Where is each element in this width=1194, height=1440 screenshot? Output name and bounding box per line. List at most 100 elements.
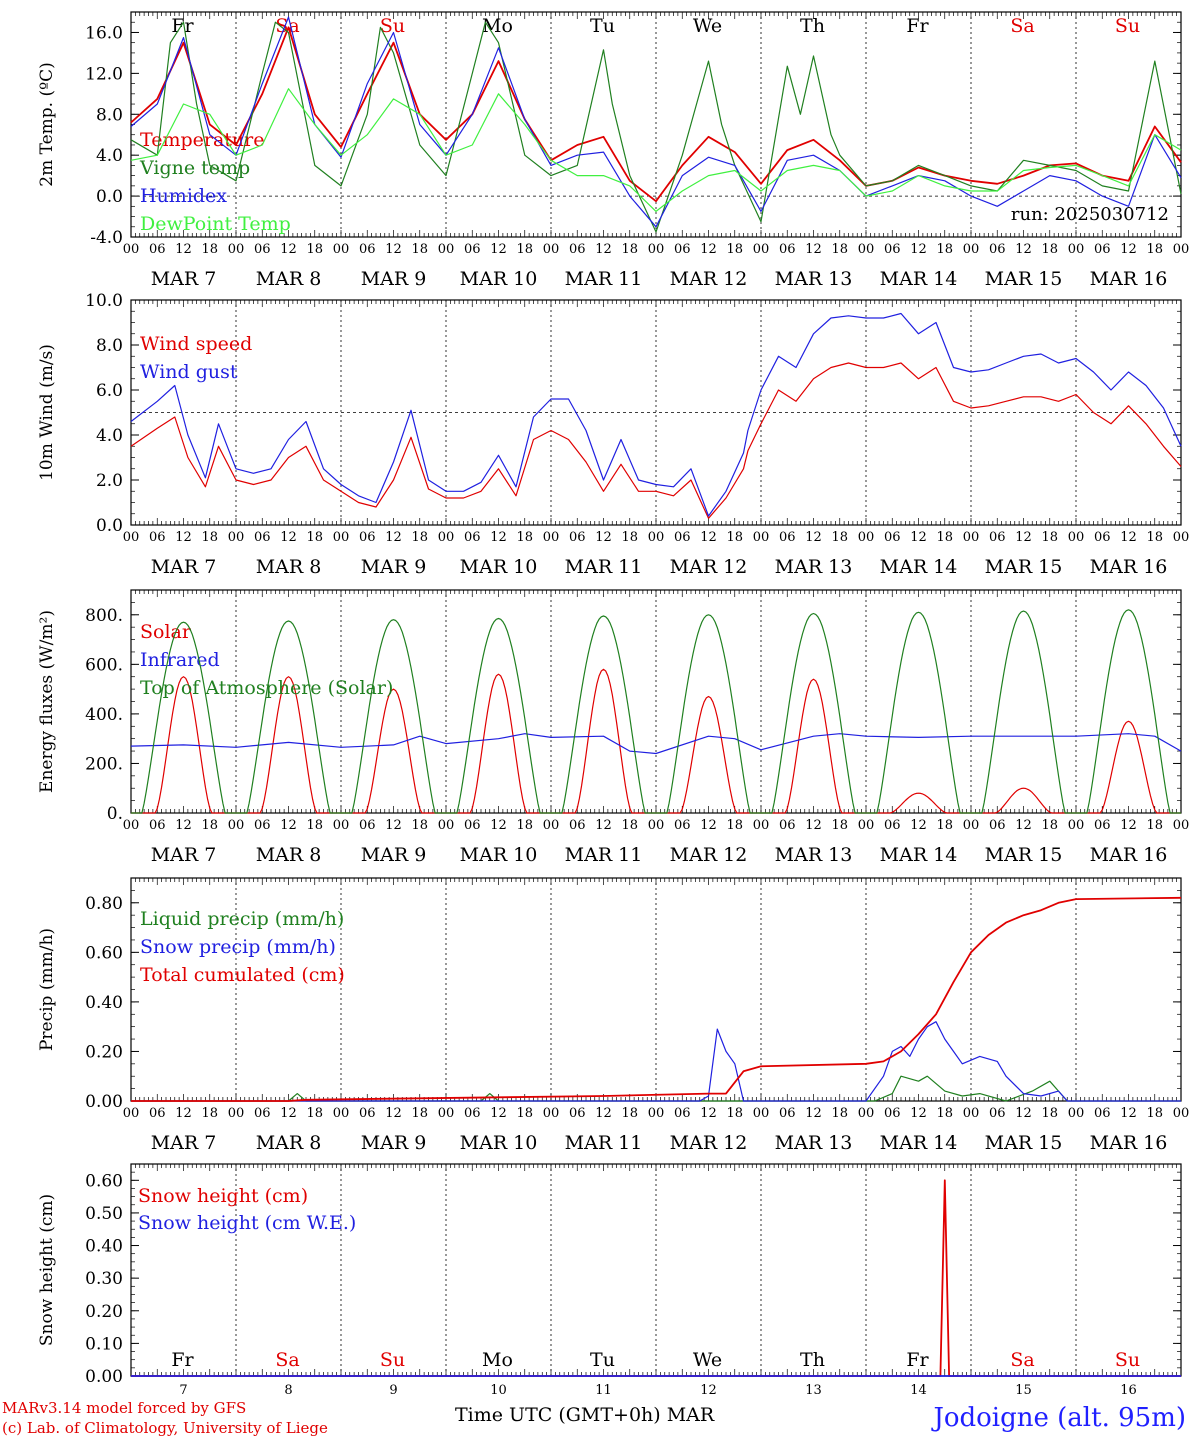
x-hour-label: 12 [595,242,612,257]
x-date-label: MAR 8 [256,556,322,578]
x-date-label: MAR 15 [985,1132,1063,1154]
x-hour-label: 18 [936,530,953,545]
x-hour-label: 12 [805,818,822,833]
x-hour-label: 00 [753,1106,770,1121]
x-hour-label: 18 [726,530,743,545]
x-hour-label: 12 [175,530,192,545]
day-name: Sa [1010,1349,1034,1371]
y-axis-label: 2m Temp. (ºC) [37,62,57,187]
x-hour-label: 00 [438,818,455,833]
panel-wind: 0.0 2.0 4.0 6.0 8.0 10.0 10m Wind (m/s) 00 06 12 1… [37,291,1189,578]
x-date-label: MAR 10 [460,1132,538,1154]
x-hour-label: 12 [1120,530,1137,545]
y-tick-label: 200. [85,754,123,774]
day-name: Th [800,15,825,37]
y-tick-label: 12.0 [85,64,123,84]
x-axis-label: Time UTC (GMT+0h) MAR [455,1404,715,1426]
x-hour-label: 18 [306,530,323,545]
legend-entry: Wind speed [140,333,252,355]
x-hour-label: 18 [411,1106,428,1121]
x-hour-label: 18 [516,818,533,833]
x-hour-label: 18 [726,818,743,833]
x-hour-label: 06 [1094,818,1111,833]
x-hour-label: 06 [359,818,376,833]
x-hour-label: 12 [1015,1106,1032,1121]
legend-entry: Total cumulated (cm) [140,964,345,986]
legend-entry: Wind gust [140,361,238,383]
x-hour-label: 18 [306,818,323,833]
x-hour-label: 00 [648,1106,665,1121]
y-axis-label: Precip (mm/h) [37,928,57,1051]
day-number: 15 [1015,1383,1032,1398]
x-date-label: MAR 11 [565,556,643,578]
y-tick-label: 10.0 [85,291,123,311]
series-line-2 [131,896,1182,1102]
x-date-label: MAR 9 [361,556,427,578]
x-hour-label: 06 [1094,530,1111,545]
x-hour-label: 12 [805,242,822,257]
x-hour-label: 00 [1173,530,1190,545]
x-date-label: MAR 12 [670,1132,748,1154]
day-name: Fr [906,15,929,37]
x-hour-label: 12 [175,818,192,833]
x-hour-label: 00 [963,530,980,545]
x-hour-label: 06 [464,242,481,257]
x-date-label: MAR 14 [880,556,958,578]
x-hour-label: 12 [490,242,507,257]
x-hour-label: 06 [569,242,586,257]
x-hour-label: 00 [963,1106,980,1121]
day-name: Mo [482,15,513,37]
x-hour-label: 18 [831,530,848,545]
x-hour-label: 00 [753,242,770,257]
x-date-label: MAR 12 [670,556,748,578]
day-number: 16 [1120,1383,1137,1398]
run-label: run: 2025030712 [1011,204,1169,225]
x-hour-label: 06 [779,242,796,257]
x-hour-label: 18 [621,242,638,257]
x-date-label: MAR 13 [775,1132,853,1154]
x-hour-label: 18 [411,530,428,545]
x-hour-label: 00 [228,1106,245,1121]
x-date-label: MAR 12 [670,268,748,290]
x-hour-label: 06 [884,1106,901,1121]
x-hour-label: 18 [1146,242,1163,257]
x-date-label: MAR 16 [1090,844,1168,866]
station-label: Jodoigne (alt. 95m) [933,1403,1186,1433]
x-hour-label: 00 [858,818,875,833]
x-hour-label: 12 [805,530,822,545]
y-axis-label: 10m Wind (m/s) [37,344,57,481]
x-hour-label: 12 [700,818,717,833]
x-hour-label: 12 [1015,530,1032,545]
x-hour-label: 18 [621,530,638,545]
legend-entry: Infrared [140,649,220,671]
legend-entry: Humidex [140,185,227,207]
x-hour-label: 00 [438,1106,455,1121]
x-date-label: MAR 10 [460,556,538,578]
day-name: Mo [482,1349,513,1371]
x-hour-label: 18 [516,530,533,545]
x-hour-label: 06 [359,530,376,545]
x-hour-label: 06 [254,818,271,833]
x-hour-label: 00 [858,242,875,257]
day-name: Tu [590,1349,615,1371]
day-name: We [693,15,722,37]
x-hour-label: 12 [910,1106,927,1121]
x-hour-label: 12 [910,818,927,833]
x-hour-label: 12 [595,530,612,545]
x-hour-label: 00 [1068,818,1085,833]
x-hour-label: 18 [936,818,953,833]
y-tick-label: 400. [85,705,123,725]
x-hour-label: 00 [1068,530,1085,545]
x-hour-label: 18 [306,242,323,257]
x-date-label: MAR 9 [361,268,427,290]
legend-entry: DewPoint Temp [140,213,291,235]
legend-entry: Liquid precip (mm/h) [140,908,344,930]
day-number: 14 [910,1383,927,1398]
x-hour-label: 00 [333,818,350,833]
x-hour-label: 06 [884,530,901,545]
x-hour-label: 12 [1120,1106,1137,1121]
x-date-label: MAR 14 [880,844,958,866]
x-hour-label: 00 [228,242,245,257]
x-hour-label: 12 [1015,818,1032,833]
